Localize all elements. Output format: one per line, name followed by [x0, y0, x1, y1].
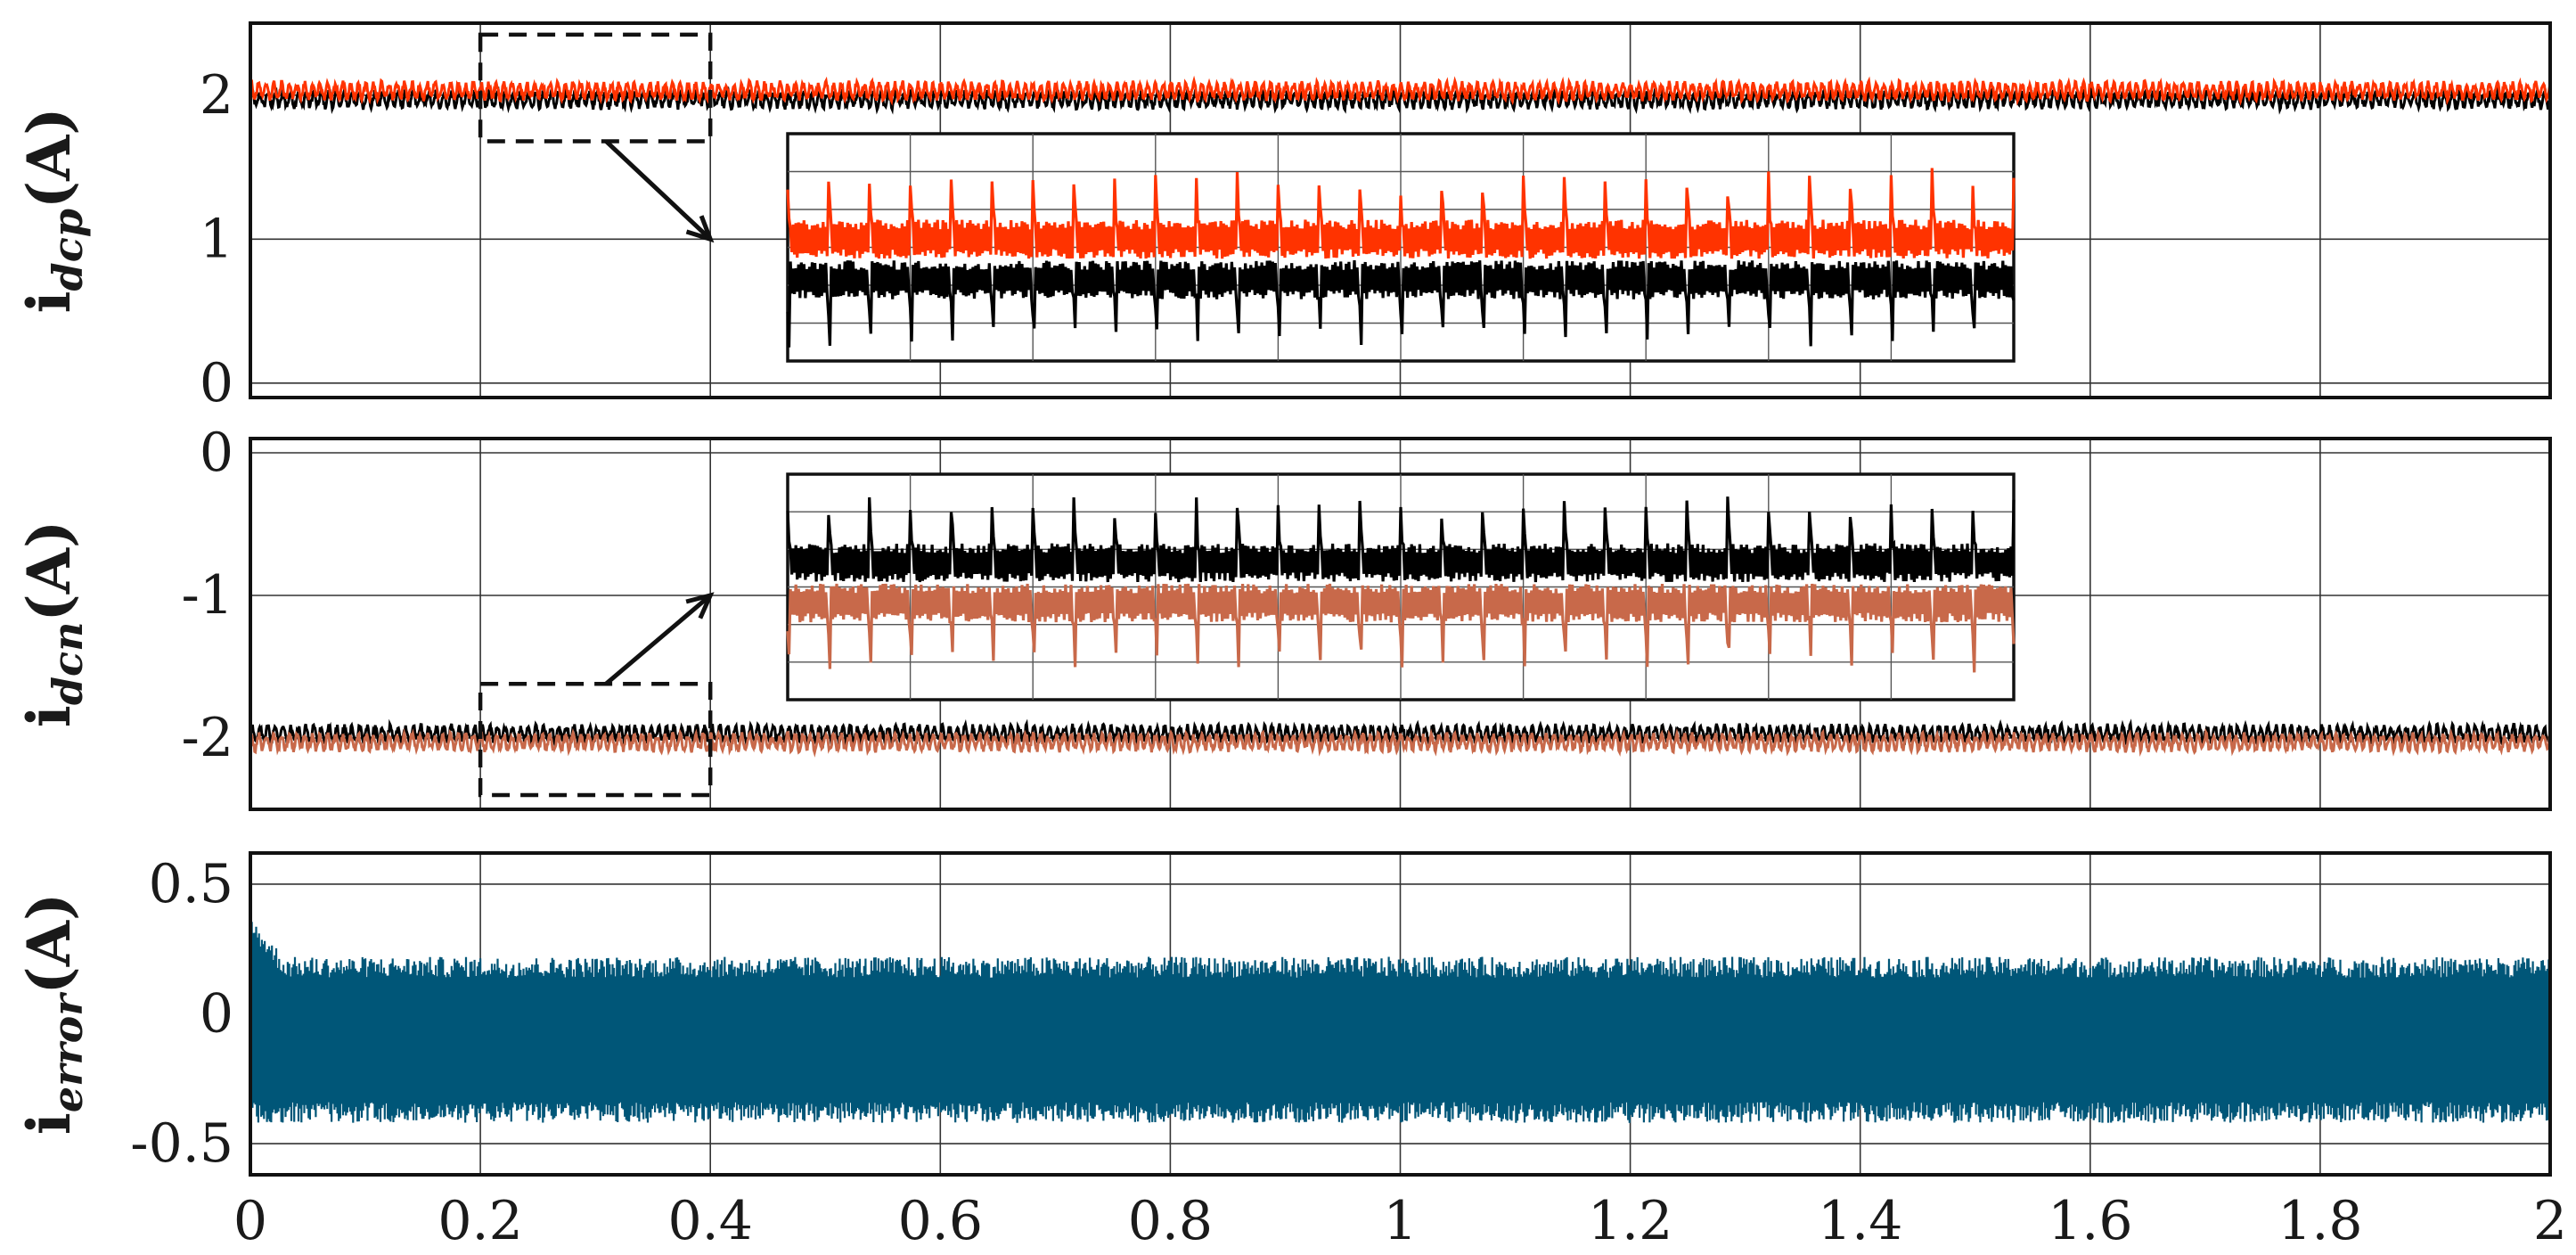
- plot-frame: [249, 437, 2552, 811]
- traces: [250, 75, 2550, 115]
- y-tick-label: -0.5: [130, 1112, 233, 1175]
- series-line-1: [250, 918, 2550, 1123]
- zoom-arrow: [604, 139, 712, 242]
- y-axis-label-main: i: [14, 705, 84, 727]
- inset-series-line-2: [786, 168, 2016, 259]
- y-axis-label-unit: (A): [14, 107, 84, 209]
- zoom-arrow-head: [685, 215, 715, 243]
- series-line-2: [250, 727, 2550, 758]
- y-tick-label: 0: [200, 983, 233, 1046]
- panel-1: 0 1 2 idcp(A): [14, 21, 2552, 414]
- x-tick-label: 0.2: [438, 1190, 522, 1252]
- series-line-1: [250, 84, 2550, 115]
- y-axis-label-unit: (A): [14, 893, 84, 995]
- inset-series-line-2: [786, 583, 2016, 673]
- y-axis-label-sub: error: [44, 991, 92, 1112]
- traces: [250, 918, 2550, 1123]
- y-tick-label: 0.5: [149, 853, 233, 915]
- y-axis-label-main: i: [14, 1112, 84, 1135]
- zoom-region-box: [478, 32, 713, 144]
- inset: [786, 472, 2016, 701]
- y-tick-label: -2: [182, 707, 233, 769]
- zoom-arrow-head: [685, 592, 715, 619]
- y-axis-label-sub: dcp: [44, 209, 92, 291]
- x-tick-label: 1.2: [1588, 1190, 1672, 1252]
- x-tick-label: 0.4: [667, 1190, 752, 1252]
- y-axis-label-unit: (A): [14, 521, 84, 622]
- inset-series-line-1: [786, 496, 2016, 583]
- x-tick-label: 1: [1383, 1190, 1417, 1252]
- traces: [250, 718, 2550, 758]
- y-tick-label: 2: [200, 64, 233, 127]
- x-tick-label: 0.6: [898, 1190, 983, 1252]
- zoom-arrow: [604, 594, 712, 686]
- x-tick-label: 2: [2533, 1190, 2567, 1252]
- y-axis-label: idcn(A): [14, 521, 92, 727]
- x-tick-label: 1.6: [2048, 1190, 2132, 1252]
- series-line-2: [250, 75, 2550, 106]
- y-axis-label: ierror(A): [14, 893, 92, 1135]
- x-tick-label: 0: [233, 1190, 267, 1252]
- y-axis-label: idcp(A): [14, 107, 92, 313]
- x-tick-label: 1.4: [1818, 1190, 1902, 1252]
- y-axis-label-sub: dcn: [44, 621, 92, 705]
- plot-frame: [249, 851, 2552, 1177]
- y-tick-label: -1: [182, 564, 233, 627]
- plot-frame: [249, 21, 2552, 399]
- y-tick-label: 0: [200, 352, 233, 414]
- panels: 012idcp(A)-2-10idcn(A)-0.500.5ierror(A)0…: [14, 21, 2567, 1252]
- y-tick-label: 1: [200, 208, 233, 270]
- x-tick-label: 1.8: [2278, 1190, 2362, 1252]
- x-tick-label: 0.8: [1128, 1190, 1213, 1252]
- zoom-region-box: [478, 681, 713, 798]
- y-axis-label-main: i: [14, 291, 84, 313]
- y-tick-label: 0: [200, 422, 233, 484]
- panel-2: -2 -1 0 idcn(A): [14, 422, 2552, 811]
- inset-series-line-1: [786, 260, 2016, 348]
- inset: [786, 132, 2016, 363]
